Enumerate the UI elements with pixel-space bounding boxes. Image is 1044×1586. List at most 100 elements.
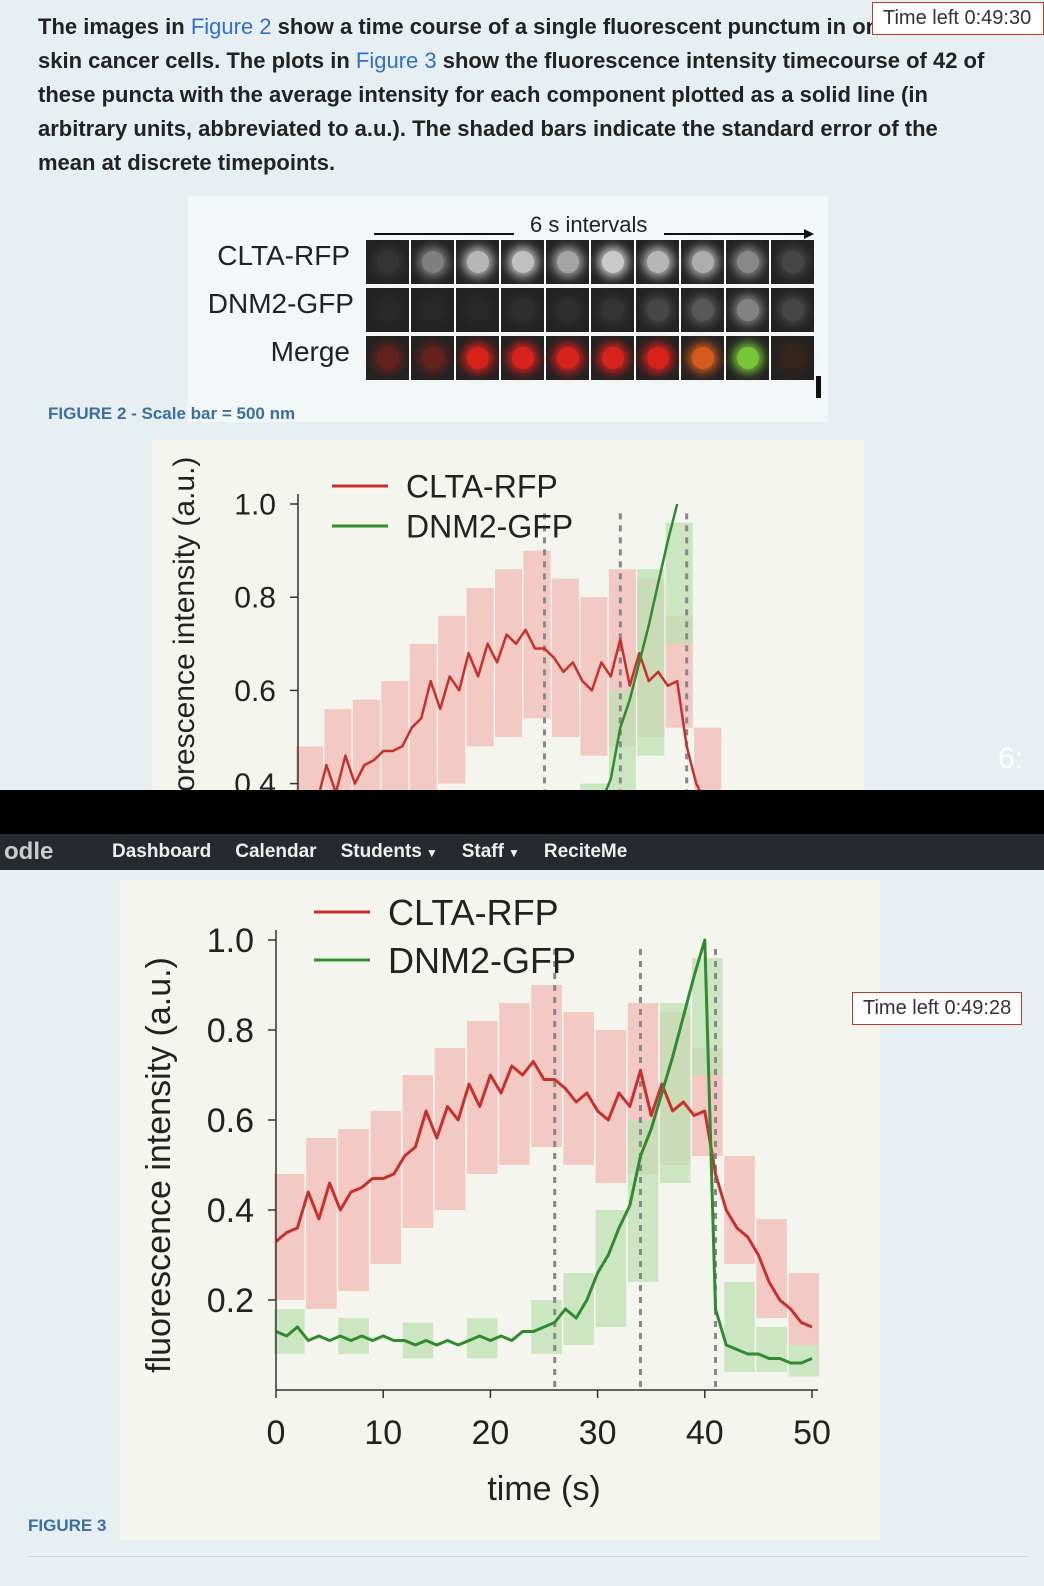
figure-2-caption: FIGURE 2 - Scale bar = 500 nm: [48, 404, 296, 423]
dnm2-punctum: [556, 299, 579, 321]
dnm2-punctum: [781, 299, 804, 321]
clta-frame: [681, 240, 726, 284]
nav-reciteme[interactable]: ReciteMe: [544, 841, 627, 863]
dnm2-frame: [681, 288, 726, 332]
merge-punctum: [376, 347, 399, 369]
y-tick-label: 1.0: [234, 489, 276, 522]
clta-frame: [726, 240, 771, 284]
x-tick-label: 50: [793, 1414, 831, 1452]
merge-frame: [411, 336, 456, 380]
dnm2-series-line: [275, 938, 813, 1365]
clta-frame: [456, 240, 501, 284]
merge-punctum: [556, 347, 579, 369]
error-bar-clta: [370, 1111, 402, 1264]
error-bar-dnm2: [608, 690, 636, 803]
nav-calendar[interactable]: Calendar: [235, 841, 316, 863]
merge-frame: [456, 336, 501, 380]
clta-punctum: [691, 251, 714, 273]
nav-dashboard[interactable]: Dashboard: [112, 841, 211, 863]
merge-punctum: [646, 347, 669, 369]
merge-frame: [771, 336, 814, 380]
nav-staff[interactable]: Staff ▼: [462, 841, 520, 863]
dnm2-frame: [591, 288, 636, 332]
error-bar-dnm2: [627, 1120, 659, 1282]
x-tick-label: 40: [686, 1414, 724, 1452]
nav-dashboard-label: Dashboard: [112, 841, 212, 862]
error-bar-clta: [402, 1075, 434, 1228]
dnm2-punctum: [736, 299, 759, 321]
merge-frame: [726, 336, 771, 380]
clta-punctum: [421, 251, 444, 273]
nav-calendar-label: Calendar: [235, 841, 317, 862]
error-bar-clta: [580, 597, 608, 756]
clta-frame: [411, 240, 456, 284]
error-bar-clta: [409, 643, 437, 803]
error-bar-dnm2: [756, 1327, 787, 1372]
chevron-down-icon: ▼: [425, 846, 438, 860]
clta-punctum: [646, 251, 669, 273]
nav-reciteme-label: ReciteMe: [543, 841, 628, 862]
quiz-timer-top: Time left 0:49:30: [872, 2, 1044, 35]
merge-punctum: [421, 347, 444, 369]
row-label-clta: CLTA-RFP: [217, 240, 350, 271]
dnm2-punctum: [421, 299, 444, 321]
interval-label: 6 s intervals: [526, 212, 652, 238]
figure-3-chart: 0.2 0.4 0.6 0.8 1.0 0 10 20 30 40 50 time (s) fluore…: [140, 892, 831, 1508]
legend-label-clta: CLTA-RFP: [406, 468, 558, 504]
intro-text-2: show a time course of a single fluoresce…: [38, 14, 958, 73]
legend-label-dnm2: DNM2-GFP: [406, 508, 573, 544]
nav-staff-label: Staff: [461, 841, 504, 862]
merge-punctum: [736, 347, 759, 369]
clta-frame: [501, 240, 546, 284]
y-tick-label: 0.8: [207, 1012, 254, 1050]
side-number: 6:: [998, 742, 1024, 775]
x-tick-label: 0: [267, 1414, 286, 1452]
clta-punctum: [466, 251, 489, 273]
error-bar-clta: [306, 1138, 337, 1309]
clta-frame: [636, 240, 681, 284]
y-axis-label: fluorescence intensity (a.u.): [140, 957, 178, 1373]
dnm2-frame: [501, 288, 546, 332]
y-tick-label: 0.4: [207, 1192, 254, 1230]
chevron-down-icon: ▼: [507, 846, 520, 860]
y-tick-label: 0.8: [234, 582, 276, 615]
clta-frame: [546, 240, 591, 284]
error-bar-clta: [352, 699, 380, 803]
legend-label-clta: CLTA-RFP: [388, 892, 559, 933]
dnm2-image-strip: [366, 288, 814, 332]
dnm2-punctum: [601, 299, 624, 321]
row-label-dnm2: DNM2-GFP: [207, 288, 354, 319]
merge-punctum: [511, 347, 534, 369]
merge-image-strip: [366, 336, 814, 380]
figure-3-link[interactable]: Figure 3: [355, 48, 437, 73]
photo-divider: [0, 790, 1044, 834]
figure-2-link[interactable]: Figure 2: [190, 14, 272, 39]
clta-frame: [366, 240, 411, 284]
site-logo[interactable]: odle: [4, 838, 54, 865]
y-tick-label: 0.6: [234, 675, 276, 708]
error-bar-clta: [338, 1129, 369, 1291]
intro-text-1: The images in: [38, 14, 191, 39]
dnm2-frame: [546, 288, 591, 332]
merge-frame: [636, 336, 681, 380]
dnm2-frame: [726, 288, 771, 332]
figure-3-card: 0.2 0.4 0.6 0.8 1.0 0 10 20 30 40 50 time (s) fluore…: [120, 880, 880, 1540]
error-bar-dnm2: [563, 1273, 594, 1345]
error-bar-dnm2: [724, 1282, 755, 1372]
x-tick-label: 20: [471, 1414, 509, 1452]
clta-punctum: [736, 251, 759, 273]
intro-text-3: show the fluorescence intensity timecour…: [38, 48, 985, 175]
merge-frame: [366, 336, 411, 380]
dnm2-punctum: [691, 299, 714, 321]
merge-frame: [681, 336, 726, 380]
nav-students[interactable]: Students ▼: [341, 841, 438, 863]
merge-punctum: [691, 347, 714, 369]
bottom-divider: [28, 1556, 1028, 1557]
figure-3-partial-chart: 0.4 0.6 0.8 1.0 fluorescence intensity (a.u.…: [168, 457, 750, 823]
error-bar-clta: [274, 1174, 305, 1300]
dnm2-punctum: [466, 299, 489, 321]
merge-punctum: [601, 347, 624, 369]
quiz-timer-bottom: Time left 0:49:28: [852, 992, 1023, 1025]
dnm2-punctum: [646, 299, 669, 321]
y-tick-label: 0.6: [207, 1102, 254, 1140]
